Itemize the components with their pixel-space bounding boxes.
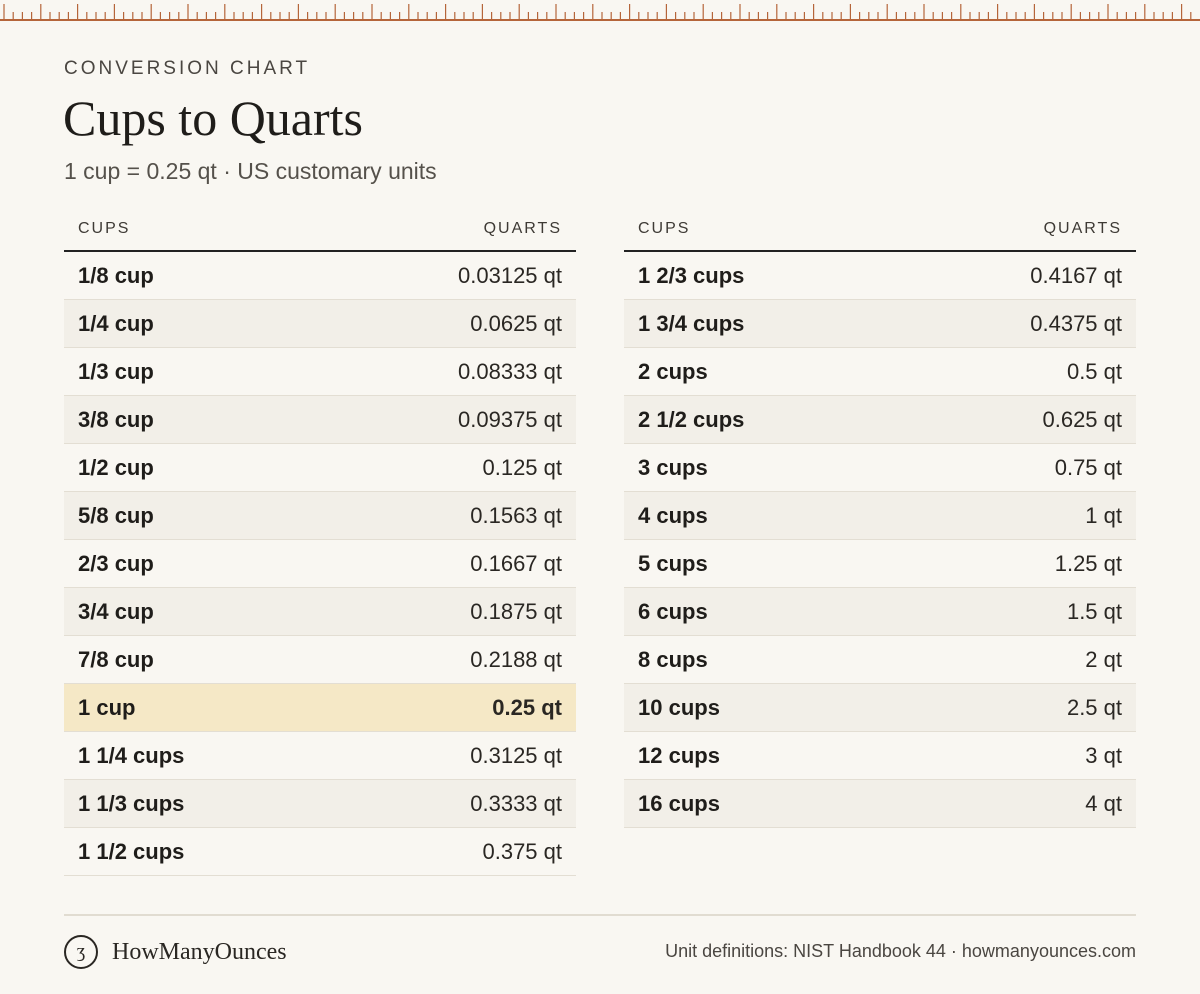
eyebrow-label: CONVERSION CHART xyxy=(64,58,311,79)
table-row: 1 1/2 cups 0.375 qt xyxy=(64,828,576,876)
quarts-value: 0.1563 qt xyxy=(470,502,562,528)
cups-value: 2 1/2 cups xyxy=(638,406,745,432)
table-row: 1 1/3 cups 0.3333 qt xyxy=(64,780,576,828)
quarts-value: 0.1875 qt xyxy=(470,598,562,624)
table-row: 1/3 cup 0.08333 qt xyxy=(64,348,576,396)
table-row: 3 cups 0.75 qt xyxy=(624,444,1136,492)
quarts-value: 0.3125 qt xyxy=(470,742,562,768)
table-row: 4 cups 1 qt xyxy=(624,492,1136,540)
quarts-value: 0.4167 qt xyxy=(1030,262,1122,288)
cups-value: 1 2/3 cups xyxy=(638,262,745,288)
cups-value: 3/4 cup xyxy=(78,598,154,624)
table-row: 5/8 cup 0.1563 qt xyxy=(64,492,576,540)
cups-value: 5 cups xyxy=(638,550,708,576)
table-row: 5 cups 1.25 qt xyxy=(624,540,1136,588)
quarts-value: 0.75 qt xyxy=(1054,454,1122,480)
quarts-value: 0.03125 qt xyxy=(458,262,562,288)
table-row: 3/8 cup 0.09375 qt xyxy=(64,396,576,444)
quarts-value: 0.375 qt xyxy=(482,838,562,864)
table-body: 1 2/3 cups 0.4167 qt 1 3/4 cups 0.4375 qt 2 … xyxy=(624,252,1136,828)
quarts-value: 0.3333 qt xyxy=(470,790,562,816)
table-row: 6 cups 1.5 qt xyxy=(624,588,1136,636)
table-row: 2 cups 0.5 qt xyxy=(624,348,1136,396)
table-body: 1/8 cup 0.03125 qt 1/4 cup 0.0625 qt 1/3 cup… xyxy=(64,252,576,876)
quarts-value: 0.4375 qt xyxy=(1030,310,1122,336)
cups-value: 8 cups xyxy=(638,646,708,672)
cups-value: 16 cups xyxy=(638,790,720,816)
table-row: 3/4 cup 0.1875 qt xyxy=(64,588,576,636)
quarts-value: 2 qt xyxy=(1085,646,1122,672)
conversion-table-left: CUPS QUARTS 1/8 cup 0.03125 qt 1/4 cup 0.06… xyxy=(64,208,576,876)
page-subtitle: 1 cup = 0.25 qt · US customary units xyxy=(64,158,437,184)
table-row: 1/2 cup 0.125 qt xyxy=(64,444,576,492)
cups-value: 5/8 cup xyxy=(78,502,154,528)
quarts-column-header: QUARTS xyxy=(483,220,562,237)
table-row: 12 cups 3 qt xyxy=(624,732,1136,780)
footer-divider xyxy=(64,914,1136,916)
quarts-value: 4 qt xyxy=(1085,790,1122,816)
table-row: 8 cups 2 qt xyxy=(624,636,1136,684)
table-row: 16 cups 4 qt xyxy=(624,780,1136,828)
table-row: 2/3 cup 0.1667 qt xyxy=(64,540,576,588)
table-row: 1/4 cup 0.0625 qt xyxy=(64,300,576,348)
quarts-value: 0.08333 qt xyxy=(458,358,562,384)
quarts-value: 0.25 qt xyxy=(492,694,562,720)
table-row: 1/8 cup 0.03125 qt xyxy=(64,252,576,300)
table-row: 7/8 cup 0.2188 qt xyxy=(64,636,576,684)
cups-value: 1/4 cup xyxy=(78,310,154,336)
cups-value: 1/8 cup xyxy=(78,262,154,288)
ounce-symbol-icon: ʒ xyxy=(64,935,98,969)
quarts-value: 0.125 qt xyxy=(482,454,562,480)
table-row: 1 3/4 cups 0.4375 qt xyxy=(624,300,1136,348)
table-row-highlighted: 1 cup 0.25 qt xyxy=(64,684,576,732)
quarts-value: 0.09375 qt xyxy=(458,406,562,432)
cups-value: 1 cup xyxy=(78,694,136,720)
brand-logo: ʒ HowManyOunces xyxy=(64,935,287,969)
quarts-value: 0.0625 qt xyxy=(470,310,562,336)
footer-credit: Unit definitions: NIST Handbook 44 · how… xyxy=(665,941,1136,961)
cups-value: 2 cups xyxy=(638,358,708,384)
cups-value: 1/2 cup xyxy=(78,454,154,480)
quarts-value: 2.5 qt xyxy=(1066,694,1122,720)
table-header: CUPS QUARTS xyxy=(64,208,576,252)
quarts-value: 0.625 qt xyxy=(1042,406,1122,432)
quarts-column-header: QUARTS xyxy=(1043,220,1122,237)
cups-value: 1 1/2 cups xyxy=(78,838,185,864)
cups-value: 7/8 cup xyxy=(78,646,154,672)
cups-value: 3 cups xyxy=(638,454,708,480)
cups-value: 12 cups xyxy=(638,742,720,768)
table-header: CUPS QUARTS xyxy=(624,208,1136,252)
ruler-decoration xyxy=(0,4,1200,21)
quarts-value: 1.25 qt xyxy=(1054,550,1122,576)
cups-value: 1/3 cup xyxy=(78,358,154,384)
conversion-table-right: CUPS QUARTS 1 2/3 cups 0.4167 qt 1 3/4 cup… xyxy=(624,208,1136,828)
table-row: 1 1/4 cups 0.3125 qt xyxy=(64,732,576,780)
cups-value: 10 cups xyxy=(638,694,720,720)
table-row: 10 cups 2.5 qt xyxy=(624,684,1136,732)
cups-column-header: CUPS xyxy=(78,220,131,237)
cups-value: 6 cups xyxy=(638,598,708,624)
cups-value: 1 1/4 cups xyxy=(78,742,185,768)
page-title: Cups to Quarts xyxy=(63,90,363,146)
quarts-value: 1.5 qt xyxy=(1066,598,1122,624)
cups-column-header: CUPS xyxy=(638,220,691,237)
quarts-value: 0.1667 qt xyxy=(470,550,562,576)
cups-value: 3/8 cup xyxy=(78,406,154,432)
cups-value: 1 3/4 cups xyxy=(638,310,745,336)
cups-value: 2/3 cup xyxy=(78,550,154,576)
brand-name: HowManyOunces xyxy=(112,938,287,965)
cups-value: 4 cups xyxy=(638,502,708,528)
quarts-value: 0.5 qt xyxy=(1066,358,1122,384)
table-row: 1 2/3 cups 0.4167 qt xyxy=(624,252,1136,300)
table-row: 2 1/2 cups 0.625 qt xyxy=(624,396,1136,444)
quarts-value: 0.2188 qt xyxy=(470,646,562,672)
quarts-value: 3 qt xyxy=(1085,742,1122,768)
quarts-value: 1 qt xyxy=(1085,502,1122,528)
cups-value: 1 1/3 cups xyxy=(78,790,185,816)
